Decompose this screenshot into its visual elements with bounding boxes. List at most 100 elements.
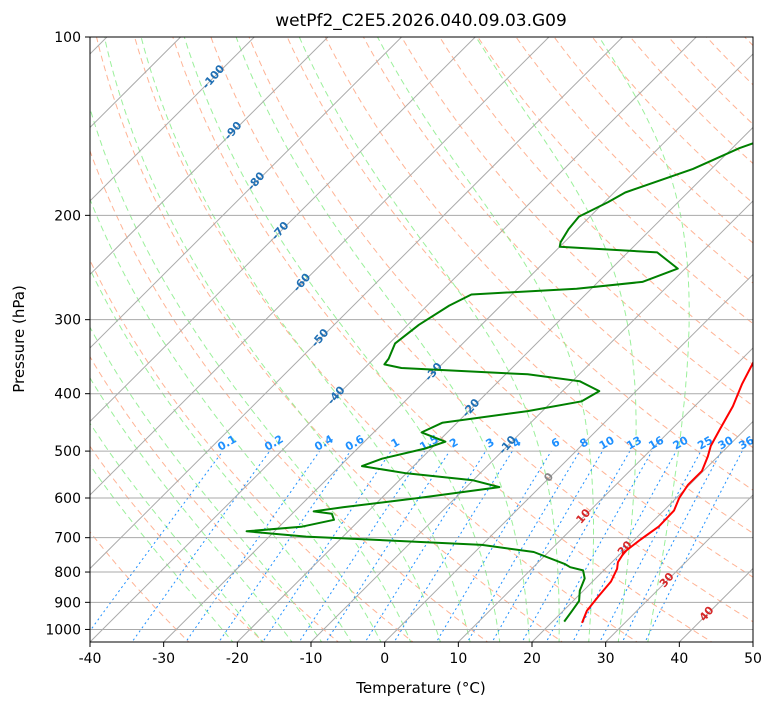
dry-adiabat-line — [515, 37, 753, 284]
moist-adiabat-line — [475, 37, 637, 642]
profile-series — [245, 142, 753, 624]
mixing-ratio-label: 10 — [597, 433, 617, 452]
x-axis-title: Temperature (°C) — [355, 679, 485, 697]
isotherm-line — [752, 641, 753, 642]
dry-adiabat-line — [90, 259, 414, 642]
chart-title: wetPf2_C2E5.2026.040.09.03.G09 — [275, 11, 567, 31]
dry-adiabat-line — [705, 37, 753, 86]
dry-adiabat-line — [667, 37, 753, 125]
mixing-ratio-label: 6 — [549, 435, 562, 450]
y-tick-label: 200 — [54, 208, 81, 224]
x-tick-label: -30 — [152, 651, 175, 667]
dry-adiabat-line — [90, 531, 190, 642]
moist-adiabat-line — [90, 326, 323, 642]
dry-adiabat-line — [744, 37, 753, 47]
dry-adiabat-line — [439, 37, 753, 366]
mixing-ratio-line — [90, 450, 224, 632]
moist-adiabat-line — [103, 37, 441, 642]
isotherm-line — [310, 200, 753, 642]
line-labels: 0.1 0.2 0.4 0.6 1 1.5 2 3 4 6 8 10 13 16 20 25 30 36-100-… — [199, 62, 757, 624]
isotherm-line — [678, 567, 753, 642]
dry-adiabat-line — [362, 37, 753, 449]
y-tick-label: 100 — [54, 30, 81, 46]
mixing-ratio-line — [393, 450, 513, 642]
y-tick-label: 700 — [54, 531, 81, 547]
moist-adiabat-line — [90, 106, 412, 642]
mixing-ratio-label: 30 — [716, 433, 736, 452]
moist-adiabat-line — [90, 376, 293, 642]
mixing-ratio-line — [599, 450, 702, 642]
isotherm-line — [90, 37, 329, 276]
mixing-ratio-line — [644, 450, 743, 642]
moist-adiabat-line — [377, 37, 594, 642]
y-tick-label: 900 — [54, 595, 81, 611]
mixing-ratio-line — [621, 450, 722, 642]
mixing-ratio-line — [435, 450, 552, 642]
x-tick-label: 10 — [449, 651, 467, 667]
isotherm-label: 40 — [697, 604, 717, 624]
y-tick-label: 400 — [54, 387, 81, 403]
isotherm-label: -100 — [199, 62, 227, 92]
isotherm-line — [90, 37, 624, 570]
isotherm-label: 0 — [541, 470, 556, 485]
mixing-ratio-line — [218, 450, 351, 642]
moist-adiabat-line — [90, 464, 234, 642]
dry-adiabat-line — [770, 24, 775, 645]
x-tick-label: 30 — [597, 651, 615, 667]
moist-adiabat-line — [140, 37, 471, 642]
x-tick-label: -10 — [300, 651, 323, 667]
isotherm-line — [604, 494, 753, 642]
x-tick-label: -40 — [79, 651, 102, 667]
mixing-ratio-line — [466, 450, 581, 642]
dry-adiabat-line — [324, 37, 753, 491]
moist-adiabat-line — [90, 268, 352, 642]
dry-adiabat-line — [591, 37, 753, 204]
dry-adiabat-line — [401, 37, 753, 407]
isotherm-line — [90, 37, 697, 642]
profile-line — [581, 360, 753, 624]
y-axis-title: Pressure (hPa) — [10, 285, 28, 393]
mixing-ratio-label: 0.4 — [312, 432, 336, 453]
x-tick-label: 0 — [380, 651, 389, 667]
moist-adiabat-line — [90, 198, 382, 642]
x-tick-label: 40 — [670, 651, 688, 667]
background-lines — [90, 24, 775, 645]
axis-ticks: -40 -30 -20 -10 0 10 20 30 40 5010020030040050060… — [45, 30, 762, 667]
x-tick-label: 20 — [523, 651, 541, 667]
y-tick-label: 300 — [54, 313, 81, 329]
x-tick-label: -20 — [226, 651, 249, 667]
isotherm-line — [383, 273, 753, 642]
y-tick-label: 1000 — [45, 622, 81, 638]
mixing-ratio-label: 13 — [624, 434, 644, 453]
dry-adiabat-line — [90, 445, 265, 642]
dry-adiabat-line — [90, 149, 489, 642]
isotherm-line — [90, 37, 403, 349]
isotherm-line — [457, 347, 753, 642]
profile-line — [245, 142, 753, 623]
mixing-ratio-label: 16 — [646, 433, 666, 452]
isotherm-line — [90, 37, 476, 423]
isotherm-line — [162, 53, 753, 642]
mixing-ratio-label: 20 — [671, 433, 691, 452]
mixing-ratio-label: 0.1 — [215, 433, 238, 454]
mixing-ratio-label: 2 — [447, 436, 460, 451]
y-tick-label: 500 — [54, 444, 81, 460]
mixing-ratio-label: 36 — [737, 433, 757, 452]
y-tick-label: 800 — [54, 565, 81, 581]
isotherm-line — [236, 126, 753, 642]
y-tick-label: 600 — [54, 491, 81, 507]
moist-adiabat-line — [298, 37, 560, 642]
mixing-ratio-label: 1 — [389, 436, 402, 451]
isotherm-line — [90, 37, 550, 496]
moist-adiabat-line — [90, 422, 264, 642]
isotherm-label: 20 — [615, 538, 635, 558]
mixing-ratio-line — [545, 450, 653, 642]
isotherm-line — [90, 37, 255, 202]
mixing-ratio-label: 0.6 — [343, 432, 367, 453]
mixing-ratio-line — [185, 450, 321, 642]
dry-adiabat-line — [134, 37, 638, 642]
plot-frame — [89, 36, 754, 643]
isotherm-label: 10 — [573, 506, 593, 526]
grid-lines — [90, 37, 753, 642]
